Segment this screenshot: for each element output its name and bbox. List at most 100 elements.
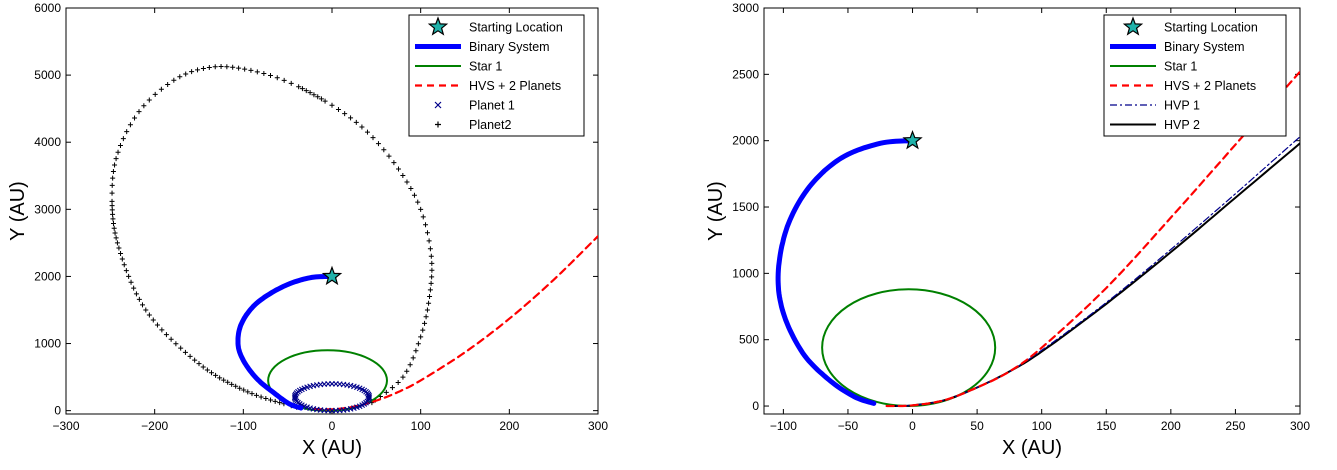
planet2-point (322, 98, 328, 104)
planet2-point (224, 64, 230, 70)
y-tick-label: 5000 (34, 68, 61, 82)
y-tick-label: 0 (752, 399, 759, 413)
planet2-point (209, 370, 215, 376)
planet2-point (154, 322, 160, 328)
planet2-point (195, 67, 201, 73)
planet2-point (200, 364, 206, 370)
hvs-2-planets-line (313, 235, 598, 411)
planet2-point (189, 69, 195, 75)
planet2-point (111, 225, 117, 231)
planet2-point (307, 90, 313, 96)
right-plot: −100 −50 0 50 100 150 200 250 300050010001500200… (705, 1, 1310, 459)
planet2-point (177, 74, 183, 80)
planet2-point (109, 182, 115, 188)
planet2-point (429, 260, 435, 266)
planet2-point (422, 320, 428, 326)
x-tick-label: 0 (329, 419, 336, 433)
y-tick-label: 4000 (34, 135, 61, 149)
planet2-point (139, 302, 145, 308)
planet2-point (418, 206, 424, 212)
planet2-point (121, 262, 127, 268)
planet2-point (424, 230, 430, 236)
x-axis-label: X (AU) (1002, 437, 1062, 459)
planet2-point (427, 246, 433, 252)
planet2-point (114, 240, 120, 246)
planet2-point (391, 160, 397, 166)
planet2-point (136, 109, 142, 115)
legend-label: HVP 2 (1164, 118, 1200, 132)
legend-box (408, 14, 585, 137)
legend-plus-marker-icon (435, 121, 441, 128)
planet2-point (423, 222, 429, 228)
planet2-point (410, 355, 416, 361)
planet2-point (423, 314, 429, 320)
y-tick-label: 500 (739, 333, 759, 347)
binary-system-line (775, 138, 915, 406)
planet2-point (110, 168, 116, 174)
planet2-point (359, 124, 365, 130)
planet2-point (204, 367, 210, 373)
planet2-point (383, 389, 389, 395)
planet2-point (428, 253, 434, 259)
planet2-point (150, 317, 156, 323)
planet2-point (221, 377, 227, 383)
legend: Starting Location Binary System Star 1 HVS … (1103, 14, 1287, 137)
planet2-point (299, 86, 305, 92)
planet2-point (353, 119, 359, 125)
planet2-point (237, 385, 243, 391)
planet2-point (110, 175, 116, 181)
x-tick-label: 0 (909, 419, 916, 433)
planet2-point (364, 129, 370, 135)
legend-label: Binary System (469, 40, 550, 54)
planet2-point (261, 71, 267, 77)
planet2-point (386, 153, 392, 159)
planet2-point (233, 383, 239, 389)
planet2-point (173, 341, 179, 347)
y-tick-label: 1000 (34, 337, 61, 351)
planet2-point (127, 122, 133, 128)
planet2-point (225, 379, 231, 385)
planet2-point (408, 186, 414, 192)
planet2-point (165, 81, 171, 87)
planet2-point (254, 69, 260, 75)
planet2-point (118, 250, 124, 256)
planet2-point (236, 65, 242, 71)
data-area (775, 70, 1300, 408)
planet2-point (426, 238, 432, 244)
planet2-point (318, 96, 324, 102)
planet2-point (124, 129, 130, 135)
planet2-point (117, 143, 123, 149)
legend-label: Star 1 (1164, 60, 1197, 74)
planet2-point (415, 341, 421, 347)
planet2-point (281, 77, 287, 83)
planet2-point (230, 64, 236, 70)
y-tick-label: 0 (54, 404, 61, 418)
planet2-point (348, 115, 354, 121)
x-tick-label: −200 (141, 419, 168, 433)
planet2-point (407, 362, 413, 368)
planet2-point (163, 332, 169, 338)
planet2-point (146, 97, 152, 103)
legend-star-icon (1122, 16, 1144, 36)
planet2-point (296, 84, 302, 90)
planet2-point (426, 300, 432, 306)
x-tick-label: 50 (970, 419, 984, 433)
legend-label: Planet2 (469, 118, 511, 132)
x-tick-label: −50 (838, 419, 859, 433)
planet2-point (132, 115, 138, 121)
planet2-point (381, 147, 387, 153)
planet2-point (272, 398, 278, 404)
planet2-point (404, 368, 410, 374)
planet2-point (109, 198, 115, 204)
planet2-point (411, 192, 417, 198)
legend-label: HVS + 2 Planets (1164, 79, 1256, 93)
planet2-point (113, 156, 119, 162)
planet2-point (182, 349, 188, 355)
planet2-point (311, 92, 317, 98)
planet2-point (268, 397, 274, 403)
x-tick-label: 300 (588, 419, 608, 433)
x-axis-label: X (AU) (302, 437, 362, 459)
x-tick-label: 200 (499, 419, 519, 433)
planet2-point (429, 267, 435, 273)
